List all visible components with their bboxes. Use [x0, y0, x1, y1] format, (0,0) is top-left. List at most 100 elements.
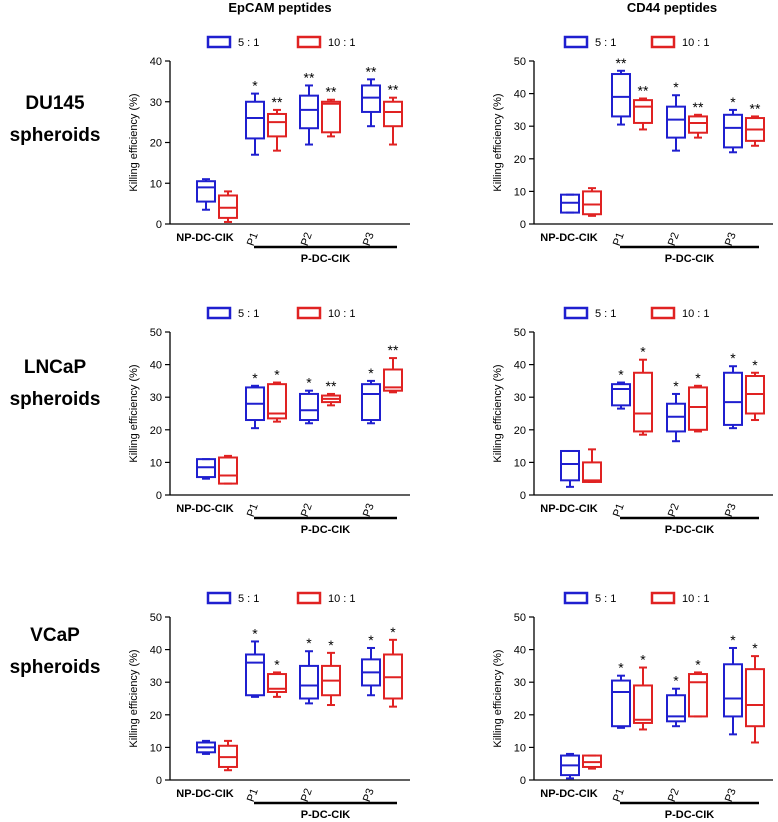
box	[321, 100, 341, 134]
box	[299, 392, 319, 422]
group-label: P-DC-CIK	[301, 809, 351, 821]
x-category-label: P3	[361, 787, 377, 804]
legend-label: 10 : 1	[328, 593, 356, 605]
box	[245, 653, 265, 697]
group-label: P-DC-CIK	[665, 809, 715, 821]
legend-label: 10 : 1	[682, 593, 710, 605]
significance-marker: *	[695, 370, 701, 386]
box	[299, 94, 319, 130]
box	[245, 100, 265, 140]
row-label-line1: LNCaP	[23, 357, 87, 378]
significance-marker: *	[752, 357, 758, 373]
significance-marker: *	[252, 625, 258, 641]
significance-marker: **	[326, 84, 337, 100]
box	[666, 694, 686, 723]
x-category-label: P2	[666, 502, 682, 519]
x-category-label: P2	[666, 787, 682, 804]
legend-label: 5 : 1	[238, 593, 259, 605]
legend-swatch	[563, 591, 589, 605]
significance-marker: *	[274, 656, 280, 672]
box	[267, 112, 287, 138]
x-category-label: P3	[723, 502, 739, 519]
legend-swatch	[206, 591, 232, 605]
y-axis-label: Killing efficiency (%)	[492, 364, 504, 462]
x-category-label: P2	[666, 231, 682, 248]
box	[688, 673, 708, 718]
y-tick-label: 50	[514, 56, 526, 68]
significance-marker: *	[673, 378, 679, 394]
legend-swatch	[296, 306, 322, 320]
significance-marker: **	[366, 63, 377, 79]
significance-marker: *	[618, 367, 624, 383]
legend-swatch	[650, 306, 676, 320]
significance-marker: *	[252, 370, 258, 386]
legend-swatch	[206, 35, 232, 49]
y-tick-label: 10	[514, 457, 526, 469]
significance-marker: **	[326, 378, 337, 394]
box	[666, 105, 686, 139]
significance-marker: **	[693, 99, 704, 115]
y-tick-label: 30	[514, 392, 526, 404]
box	[560, 449, 580, 482]
y-tick-label: 0	[156, 775, 162, 787]
y-tick-label: 40	[150, 360, 162, 372]
significance-marker: *	[252, 78, 258, 94]
significance-marker: *	[640, 344, 646, 360]
significance-marker: *	[730, 350, 736, 366]
x-category-label: P3	[361, 502, 377, 519]
box	[383, 100, 403, 128]
x-category-label: P2	[299, 787, 315, 804]
y-tick-label: 20	[514, 710, 526, 722]
box	[383, 368, 403, 392]
y-tick-label: 0	[156, 490, 162, 502]
y-tick-label: 10	[150, 742, 162, 754]
legend-swatch	[296, 35, 322, 49]
column-title-cd44: CD44 peptides	[626, 0, 718, 15]
box	[723, 113, 743, 149]
x-category-label: P1	[245, 502, 261, 519]
box	[723, 663, 743, 718]
legend-label: 5 : 1	[595, 308, 616, 320]
legend-swatch	[206, 306, 232, 320]
box	[745, 668, 765, 728]
legend-label: 5 : 1	[238, 37, 259, 49]
box	[218, 194, 238, 219]
box	[582, 461, 602, 483]
y-tick-label: 40	[514, 645, 526, 657]
y-tick-label: 20	[514, 154, 526, 166]
significance-marker: *	[673, 79, 679, 95]
significance-marker: **	[304, 69, 315, 85]
significance-marker: **	[388, 342, 399, 358]
x-category-label: NP-DC-CIK	[540, 232, 597, 244]
y-tick-label: 0	[520, 775, 526, 787]
legend-label: 5 : 1	[238, 308, 259, 320]
significance-marker: **	[388, 82, 399, 98]
box	[611, 383, 631, 407]
x-category-label: NP-DC-CIK	[540, 503, 597, 515]
y-tick-label: 40	[514, 89, 526, 101]
y-tick-label: 50	[514, 612, 526, 624]
significance-marker: *	[368, 365, 374, 381]
y-axis-label: Killing efficiency (%)	[492, 93, 504, 191]
row-label-lncap: LNCaP spheroids	[0, 352, 110, 416]
box	[633, 99, 653, 124]
y-tick-label: 40	[514, 360, 526, 372]
significance-marker: *	[752, 640, 758, 656]
x-category-label: P1	[245, 231, 261, 248]
group-label: P-DC-CIK	[665, 253, 715, 265]
box	[611, 679, 631, 728]
significance-marker: *	[274, 367, 280, 383]
box	[582, 190, 602, 216]
box	[688, 386, 708, 431]
y-tick-label: 50	[150, 612, 162, 624]
box	[633, 371, 653, 433]
row-label-vcap: VCaP spheroids	[0, 620, 110, 684]
y-tick-label: 0	[156, 219, 162, 231]
significance-marker: **	[616, 55, 627, 71]
legend-swatch	[650, 35, 676, 49]
x-category-label: NP-DC-CIK	[176, 788, 233, 800]
y-tick-label: 30	[514, 121, 526, 133]
box	[688, 115, 708, 134]
significance-marker: *	[730, 632, 736, 648]
group-label: P-DC-CIK	[301, 524, 351, 536]
